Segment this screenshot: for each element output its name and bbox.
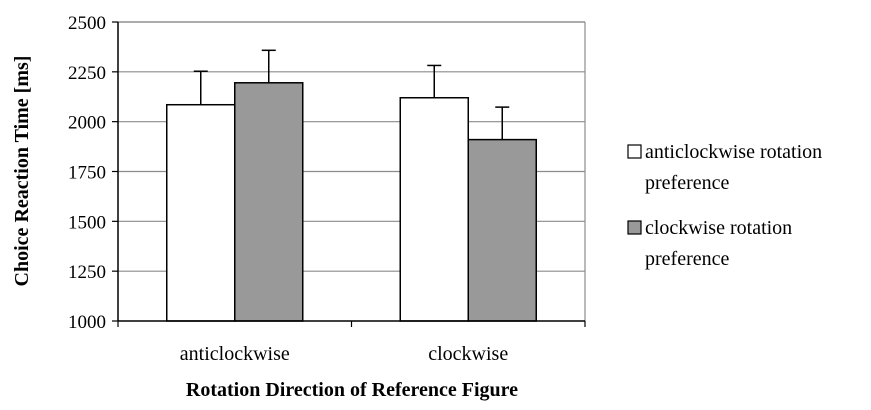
y-tick-label: 1250 — [68, 262, 106, 283]
legend-label: anticlockwise rotation — [645, 141, 822, 163]
y-tick-label: 2500 — [68, 13, 106, 34]
axis-layer — [112, 21, 586, 327]
label-layer: 1000 1250 1500 1750 2000 2250 2500 anticlockwis… — [11, 13, 518, 401]
y-tick-label: 1500 — [68, 212, 106, 233]
x-category-label: anticlockwise — [180, 343, 290, 365]
x-axis-title: Rotation Direction of Reference Figure — [186, 379, 518, 401]
y-tick-label: 2000 — [68, 113, 106, 134]
legend-swatch — [627, 220, 642, 235]
y-tick-label: 2250 — [68, 63, 106, 84]
y-tick-label: 1000 — [68, 312, 106, 333]
bar — [234, 82, 304, 322]
x-category-label: clockwise — [428, 343, 508, 365]
legend-label: clockwise rotation — [645, 217, 792, 239]
legend: anticlockwise rotation preference clockwis… — [627, 141, 822, 270]
legend-swatch — [627, 144, 642, 159]
bar-layer — [166, 49, 537, 322]
y-tick-label: 1750 — [68, 163, 106, 184]
bar — [467, 138, 537, 322]
bar — [399, 96, 469, 322]
legend-label: preference — [645, 172, 729, 194]
bar — [166, 103, 236, 322]
y-axis-title: Choice Reaction Time [ms] — [11, 56, 33, 287]
legend-label: preference — [645, 248, 729, 270]
